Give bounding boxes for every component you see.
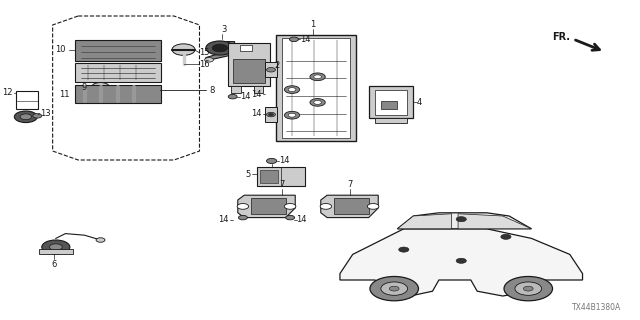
Text: 13: 13	[40, 109, 51, 118]
Circle shape	[205, 58, 214, 62]
Circle shape	[367, 204, 379, 209]
Polygon shape	[340, 229, 582, 296]
Circle shape	[284, 204, 296, 209]
Circle shape	[456, 217, 467, 222]
Text: 16: 16	[200, 60, 210, 68]
Bar	[234, 60, 264, 83]
Text: 1: 1	[310, 20, 316, 29]
Text: 4: 4	[417, 98, 422, 107]
Polygon shape	[238, 195, 295, 218]
Bar	[264, 107, 277, 122]
Bar	[232, 86, 241, 93]
Circle shape	[310, 73, 325, 81]
Polygon shape	[397, 213, 531, 229]
Text: 5: 5	[245, 170, 250, 179]
Circle shape	[501, 234, 511, 239]
Text: 14: 14	[279, 156, 290, 165]
Circle shape	[266, 158, 276, 164]
Circle shape	[289, 37, 298, 42]
Circle shape	[268, 113, 273, 116]
Bar	[369, 86, 413, 118]
Circle shape	[96, 238, 105, 242]
Circle shape	[381, 282, 408, 295]
Bar	[75, 85, 161, 103]
Text: 7: 7	[280, 180, 285, 189]
Circle shape	[399, 247, 409, 252]
Text: 14: 14	[218, 215, 228, 224]
Bar	[276, 35, 356, 141]
Polygon shape	[321, 195, 378, 218]
Circle shape	[42, 240, 70, 254]
Text: 14: 14	[300, 35, 311, 44]
Text: FR.: FR.	[552, 32, 570, 42]
Text: 14: 14	[252, 90, 262, 99]
Circle shape	[172, 44, 195, 55]
Text: 7: 7	[347, 180, 352, 189]
Polygon shape	[458, 214, 531, 229]
Text: 14: 14	[252, 109, 262, 118]
Text: 8: 8	[209, 86, 214, 95]
Bar	[228, 43, 269, 86]
Bar	[75, 63, 161, 82]
Circle shape	[266, 112, 275, 117]
Text: 12: 12	[3, 88, 13, 97]
Bar	[253, 86, 263, 93]
Bar	[250, 198, 285, 214]
Bar	[240, 45, 252, 51]
Bar	[257, 167, 305, 186]
Bar	[75, 40, 161, 61]
Circle shape	[284, 111, 300, 119]
Text: 3: 3	[221, 25, 227, 34]
Text: 14: 14	[296, 215, 307, 224]
Circle shape	[33, 114, 42, 118]
Text: 14: 14	[240, 92, 250, 101]
Bar	[38, 249, 73, 254]
Bar	[15, 91, 38, 109]
Text: 6: 6	[51, 260, 56, 269]
Circle shape	[284, 86, 300, 93]
Circle shape	[237, 204, 249, 209]
Circle shape	[14, 111, 37, 123]
Circle shape	[314, 100, 321, 104]
Circle shape	[20, 114, 31, 120]
Bar	[375, 118, 407, 123]
Circle shape	[314, 75, 321, 79]
Circle shape	[266, 68, 275, 72]
Text: 9: 9	[81, 83, 86, 92]
Bar	[260, 170, 278, 183]
Circle shape	[288, 113, 296, 117]
Bar	[375, 90, 407, 115]
Bar	[333, 198, 369, 214]
Circle shape	[389, 286, 399, 291]
Bar	[264, 62, 277, 77]
Bar	[381, 101, 397, 109]
Text: TX44B1380A: TX44B1380A	[572, 303, 621, 312]
Bar	[282, 38, 349, 138]
Circle shape	[370, 276, 419, 301]
Polygon shape	[206, 42, 235, 61]
Circle shape	[212, 44, 228, 52]
Circle shape	[524, 286, 533, 291]
Circle shape	[206, 41, 234, 55]
Text: 2: 2	[274, 61, 280, 70]
Circle shape	[456, 258, 467, 263]
Circle shape	[320, 204, 332, 209]
Circle shape	[49, 244, 62, 250]
Circle shape	[239, 215, 248, 220]
Circle shape	[285, 215, 294, 220]
Circle shape	[504, 276, 552, 301]
Text: 11: 11	[59, 90, 69, 99]
Circle shape	[92, 83, 109, 92]
Circle shape	[228, 94, 237, 99]
Text: 10: 10	[55, 45, 65, 54]
Circle shape	[310, 99, 325, 106]
Circle shape	[515, 282, 541, 295]
Polygon shape	[397, 214, 452, 229]
Circle shape	[288, 88, 296, 92]
Text: 15: 15	[200, 48, 210, 57]
